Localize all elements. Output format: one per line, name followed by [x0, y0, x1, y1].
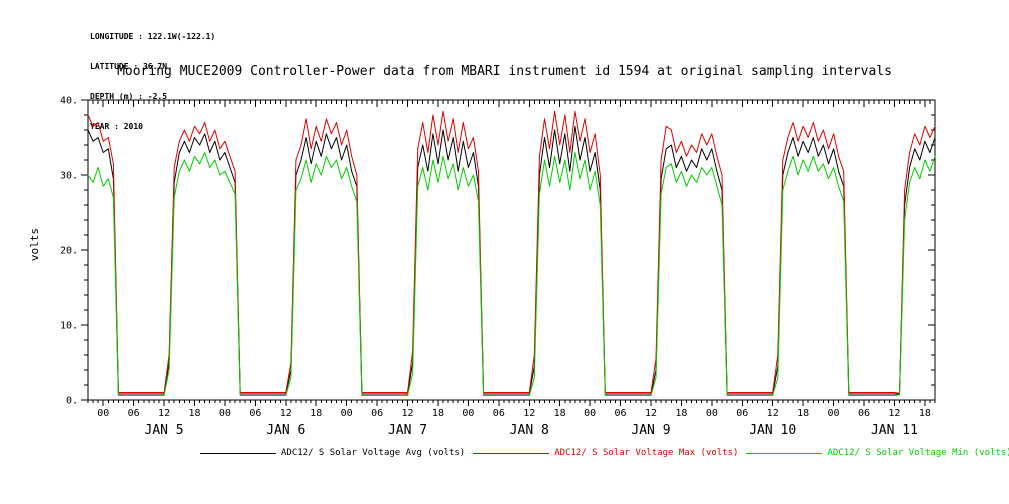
x-tick-label: 06 [615, 408, 627, 419]
x-tick-label: 12 [280, 408, 292, 419]
x-tick-label: 12 [888, 408, 900, 419]
x-tick-label: 12 [767, 408, 779, 419]
legend-label-min: ADC12/ S Solar Voltage Min (volts) [827, 448, 1009, 458]
chart-title: Mooring MUCE2009 Controller-Power data f… [117, 64, 892, 79]
plot-frame [87, 99, 936, 401]
x-tick-label: 00 [341, 408, 353, 419]
x-tick-label: 00 [219, 408, 231, 419]
day-label: JAN 8 [510, 423, 549, 438]
x-tick-label: 18 [310, 408, 322, 419]
x-tick-label: 12 [523, 408, 535, 419]
day-label: JAN 7 [388, 423, 427, 438]
day-label: JAN 5 [145, 423, 184, 438]
y-tick-label: 40. [60, 96, 78, 107]
header-line-longitude: LONGITUDE : 122.1W(-122.1) [90, 32, 216, 41]
x-tick-label: 12 [402, 408, 414, 419]
x-tick-label: 00 [706, 408, 718, 419]
series-line-1 [87, 110, 936, 394]
x-tick-label: 00 [828, 408, 840, 419]
legend-item-min: ADC12/ S Solar Voltage Min (volts) [746, 448, 1009, 458]
x-tick-label: 18 [919, 408, 931, 419]
legend-label-avg: ADC12/ S Solar Voltage Avg (volts) [281, 448, 466, 458]
x-tick-label: 06 [128, 408, 140, 419]
x-tick-label: 00 [97, 408, 109, 419]
x-tick-label: 00 [462, 408, 474, 419]
y-tick-label: 0. [66, 396, 78, 407]
x-tick-label: 06 [493, 408, 505, 419]
x-tick-label: 12 [158, 408, 170, 419]
x-tick-label: 12 [645, 408, 657, 419]
series-line-0 [87, 125, 936, 395]
day-label: JAN 9 [631, 423, 670, 438]
min-line-swatch [746, 452, 823, 454]
day-label: JAN 11 [871, 423, 918, 438]
max-line-swatch [473, 452, 550, 454]
avg-line-swatch [200, 452, 276, 454]
y-tick-label: 20. [60, 246, 78, 257]
header-line-latitude: LATITUDE : 36.7N [90, 62, 168, 71]
legend-label-max: ADC12/ S Solar Voltage Max (volts) [554, 448, 739, 458]
header-line-depth: DEPTH (m) : -2.5 [90, 92, 168, 101]
y-tick-label: 10. [60, 321, 78, 332]
x-tick-label: 18 [797, 408, 809, 419]
x-tick-label: 00 [584, 408, 596, 419]
day-label: JAN 10 [749, 423, 796, 438]
legend-item-avg: ADC12/ S Solar Voltage Avg (volts) [200, 448, 465, 458]
legend: ADC12/ S Solar Voltage Avg (volts) ADC12… [200, 448, 1009, 458]
legend-item-max: ADC12/ S Solar Voltage Max (volts) [473, 448, 738, 458]
x-tick-label: 06 [736, 408, 748, 419]
series-line-2 [87, 152, 936, 396]
x-tick-label: 18 [188, 408, 200, 419]
x-tick-label: 18 [675, 408, 687, 419]
x-tick-label: 18 [432, 408, 444, 419]
y-tick-label: 30. [60, 171, 78, 182]
x-tick-label: 06 [858, 408, 870, 419]
x-tick-label: 06 [249, 408, 261, 419]
x-tick-label: 06 [371, 408, 383, 419]
day-label: JAN 6 [266, 423, 305, 438]
x-tick-label: 18 [554, 408, 566, 419]
